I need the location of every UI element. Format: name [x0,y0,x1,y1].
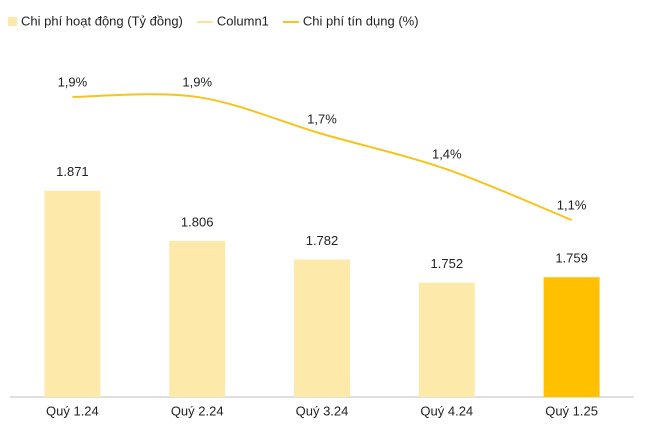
x-tick-label: Quý 2.24 [171,403,224,418]
bar-value-label: 1.871 [56,164,89,179]
line-value-label: 1,4% [432,147,462,162]
line-value-label: 1,1% [557,197,587,212]
bar [294,259,350,397]
line-value-label: 1,7% [307,111,337,126]
x-tick-label: Quý 4.24 [420,403,473,418]
line [72,93,572,221]
x-tick-label: Quý 1.24 [46,403,99,418]
legend-label: Column1 [217,13,269,28]
bar-value-label: 1.782 [306,233,339,248]
bar [543,277,600,397]
legend-label: Chi phí hoạt động (Tỷ đồng) [21,13,183,28]
bar-value-label: 1.759 [555,251,588,266]
bar [169,240,226,397]
bar [44,190,101,397]
line-value-label: 1,9% [182,74,212,89]
line-value-label: 1,9% [58,74,88,89]
x-tick-label: Quý 1.25 [545,403,598,418]
legend-swatch [8,17,17,26]
x-tick-label: Quý 3.24 [296,403,349,418]
bar [418,282,475,397]
legend-label: Chi phí tín dụng (%) [303,13,419,28]
bar-value-label: 1.806 [181,214,214,229]
bar-value-label: 1.752 [431,256,464,271]
